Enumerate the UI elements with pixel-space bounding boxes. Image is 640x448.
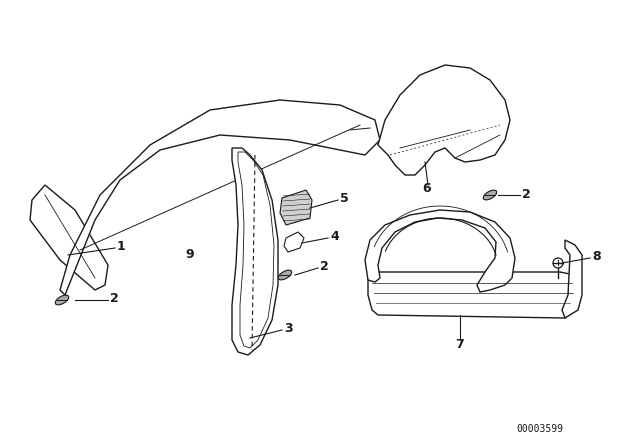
- Polygon shape: [232, 148, 278, 355]
- Ellipse shape: [55, 295, 68, 305]
- Ellipse shape: [278, 270, 292, 280]
- Polygon shape: [368, 272, 578, 318]
- Text: 5: 5: [340, 193, 349, 206]
- Text: 2: 2: [110, 293, 119, 306]
- Text: 4: 4: [330, 231, 339, 244]
- Text: 8: 8: [592, 250, 600, 263]
- Polygon shape: [562, 240, 582, 318]
- Polygon shape: [30, 185, 108, 290]
- Text: 3: 3: [284, 323, 292, 336]
- Text: 9: 9: [185, 249, 194, 262]
- Text: 2: 2: [320, 260, 329, 273]
- Polygon shape: [365, 210, 515, 292]
- Text: 7: 7: [455, 339, 464, 352]
- Polygon shape: [280, 190, 312, 225]
- Text: 6: 6: [422, 181, 431, 194]
- Text: 1: 1: [117, 241, 125, 254]
- Text: 2: 2: [522, 188, 531, 201]
- Polygon shape: [60, 100, 380, 295]
- Polygon shape: [378, 65, 510, 175]
- Text: 00003599: 00003599: [516, 424, 563, 434]
- Ellipse shape: [483, 190, 497, 200]
- Polygon shape: [284, 232, 304, 252]
